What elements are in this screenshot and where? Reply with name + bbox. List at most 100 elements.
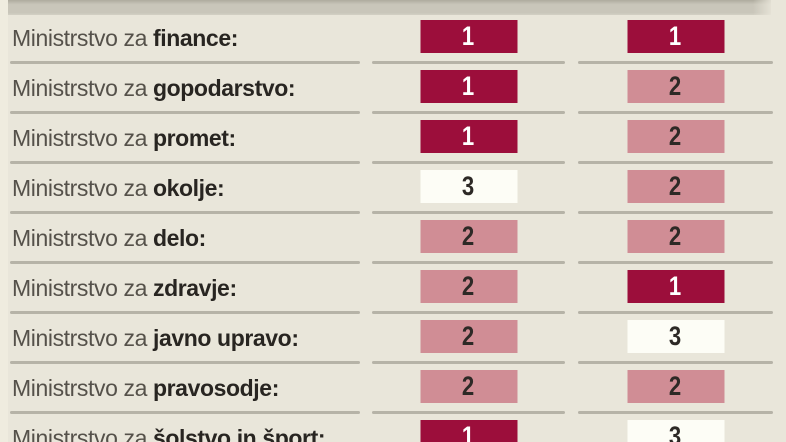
ministry-label: Ministrstvo za javno upravo: [12, 315, 299, 362]
table-row: Ministrstvo za šolstvo in šport: 1 3 [0, 415, 786, 442]
ministry-label: Ministrstvo za šolstvo in šport: [12, 415, 325, 442]
row-separator-col2 [578, 111, 773, 114]
row-separator-col2 [578, 211, 773, 214]
ministry-name: pravosodje: [152, 375, 279, 401]
ministry-label: Ministrstvo za gopodarstvo: [12, 65, 296, 112]
rank-badge-col2: 1 [627, 20, 724, 53]
rank-cell-col1: 2 [372, 215, 565, 262]
rank-badge-col1: 1 [420, 20, 517, 53]
rank-cell-col2: 1 [578, 265, 773, 312]
table-row: Ministrstvo za promet: 1 2 [0, 115, 786, 165]
row-separator-label [10, 411, 360, 414]
ministry-name: okolje: [152, 175, 225, 201]
ministry-name: zdravje: [152, 275, 237, 301]
row-separator-col1 [372, 161, 565, 164]
row-separator-col2 [578, 361, 773, 364]
rank-cell-col1: 2 [372, 265, 565, 312]
rank-cell-col1: 2 [372, 315, 565, 362]
row-separator-col1 [372, 61, 565, 64]
row-separator-label [10, 311, 360, 314]
ministry-label-prefix: Ministrstvo za [12, 375, 147, 401]
rank-cell-col2: 3 [578, 315, 773, 362]
rank-cell-col1: 1 [372, 15, 565, 62]
rank-badge-col2: 2 [627, 70, 724, 103]
ministry-name: promet: [152, 125, 236, 151]
row-separator-col2 [578, 411, 773, 414]
row-separator-label [10, 161, 360, 164]
table-row: Ministrstvo za zdravje: 2 1 [0, 265, 786, 315]
row-separator-col1 [372, 361, 565, 364]
table-row: Ministrstvo za gopodarstvo: 1 2 [0, 65, 786, 115]
row-separator-col1 [372, 111, 565, 114]
rank-cell-col2: 2 [578, 65, 773, 112]
rank-badge-col1: 2 [420, 220, 517, 253]
rank-cell-col2: 3 [578, 415, 773, 442]
ministry-label: Ministrstvo za delo: [12, 215, 206, 262]
table-body: Ministrstvo za finance: 1 1 Ministrstvo … [0, 15, 786, 442]
ministry-label-prefix: Ministrstvo za [12, 225, 147, 251]
row-separator-col1 [372, 211, 565, 214]
ministry-label: Ministrstvo za zdravje: [12, 265, 237, 312]
row-separator-col2 [578, 261, 773, 264]
row-separator-label [10, 261, 360, 264]
ministry-label-prefix: Ministrstvo za [12, 25, 147, 51]
table-row: Ministrstvo za finance: 1 1 [0, 15, 786, 65]
row-separator-col1 [372, 311, 565, 314]
left-edge-highlight [0, 0, 8, 442]
rank-badge-col1: 2 [420, 370, 517, 403]
row-separator-col2 [578, 311, 773, 314]
rank-badge-col2: 2 [627, 170, 724, 203]
rank-cell-col2: 2 [578, 365, 773, 412]
rank-badge-col1: 2 [420, 270, 517, 303]
row-separator-label [10, 61, 360, 64]
rank-cell-col2: 1 [578, 15, 773, 62]
ministry-label: Ministrstvo za finance: [12, 15, 238, 62]
table-row: Ministrstvo za okolje: 3 2 [0, 165, 786, 215]
row-separator-col2 [578, 161, 773, 164]
row-separator-label [10, 211, 360, 214]
ministry-name: javno upravo: [152, 325, 299, 351]
rank-badge-col2: 1 [627, 270, 724, 303]
rank-badge-col1: 1 [420, 120, 517, 153]
ministry-label-prefix: Ministrstvo za [12, 125, 147, 151]
ministry-label: Ministrstvo za pravosodje: [12, 365, 279, 412]
rank-cell-col1: 3 [372, 165, 565, 212]
rank-badge-col2: 2 [627, 120, 724, 153]
table-row: Ministrstvo za delo: 2 2 [0, 215, 786, 265]
ministry-name: delo: [152, 225, 206, 251]
rank-cell-col1: 1 [372, 115, 565, 162]
row-separator-col1 [372, 411, 565, 414]
row-separator-label [10, 111, 360, 114]
rank-badge-col2: 2 [627, 220, 724, 253]
rank-badge-col2: 3 [627, 320, 724, 353]
ministry-name: finance: [152, 25, 238, 51]
table-row: Ministrstvo za pravosodje: 2 2 [0, 365, 786, 415]
ministry-name: šolstvo in šport: [152, 425, 326, 442]
rank-cell-col1: 1 [372, 415, 565, 442]
row-separator-col2 [578, 61, 773, 64]
rank-badge-col1: 1 [420, 70, 517, 103]
ministry-label-prefix: Ministrstvo za [12, 75, 147, 101]
ministry-label-prefix: Ministrstvo za [12, 275, 147, 301]
header-strip [8, 0, 771, 15]
row-separator-col1 [372, 261, 565, 264]
ministry-label: Ministrstvo za promet: [12, 115, 236, 162]
rank-cell-col2: 2 [578, 215, 773, 262]
ministry-label-prefix: Ministrstvo za [12, 425, 147, 442]
table-row: Ministrstvo za javno upravo: 2 3 [0, 315, 786, 365]
rank-cell-col1: 1 [372, 65, 565, 112]
row-separator-label [10, 361, 360, 364]
rank-cell-col2: 2 [578, 165, 773, 212]
rank-cell-col2: 2 [578, 115, 773, 162]
ministry-label-prefix: Ministrstvo za [12, 325, 147, 351]
rank-badge-col1: 1 [420, 420, 517, 442]
rank-badge-col1: 3 [420, 170, 517, 203]
ministry-label-prefix: Ministrstvo za [12, 175, 147, 201]
rank-badge-col2: 3 [627, 420, 724, 442]
rank-cell-col1: 2 [372, 365, 565, 412]
rank-badge-col1: 2 [420, 320, 517, 353]
ministry-name: gopodarstvo: [152, 75, 296, 101]
header-strip-fade [753, 0, 771, 15]
ministry-label: Ministrstvo za okolje: [12, 165, 225, 212]
